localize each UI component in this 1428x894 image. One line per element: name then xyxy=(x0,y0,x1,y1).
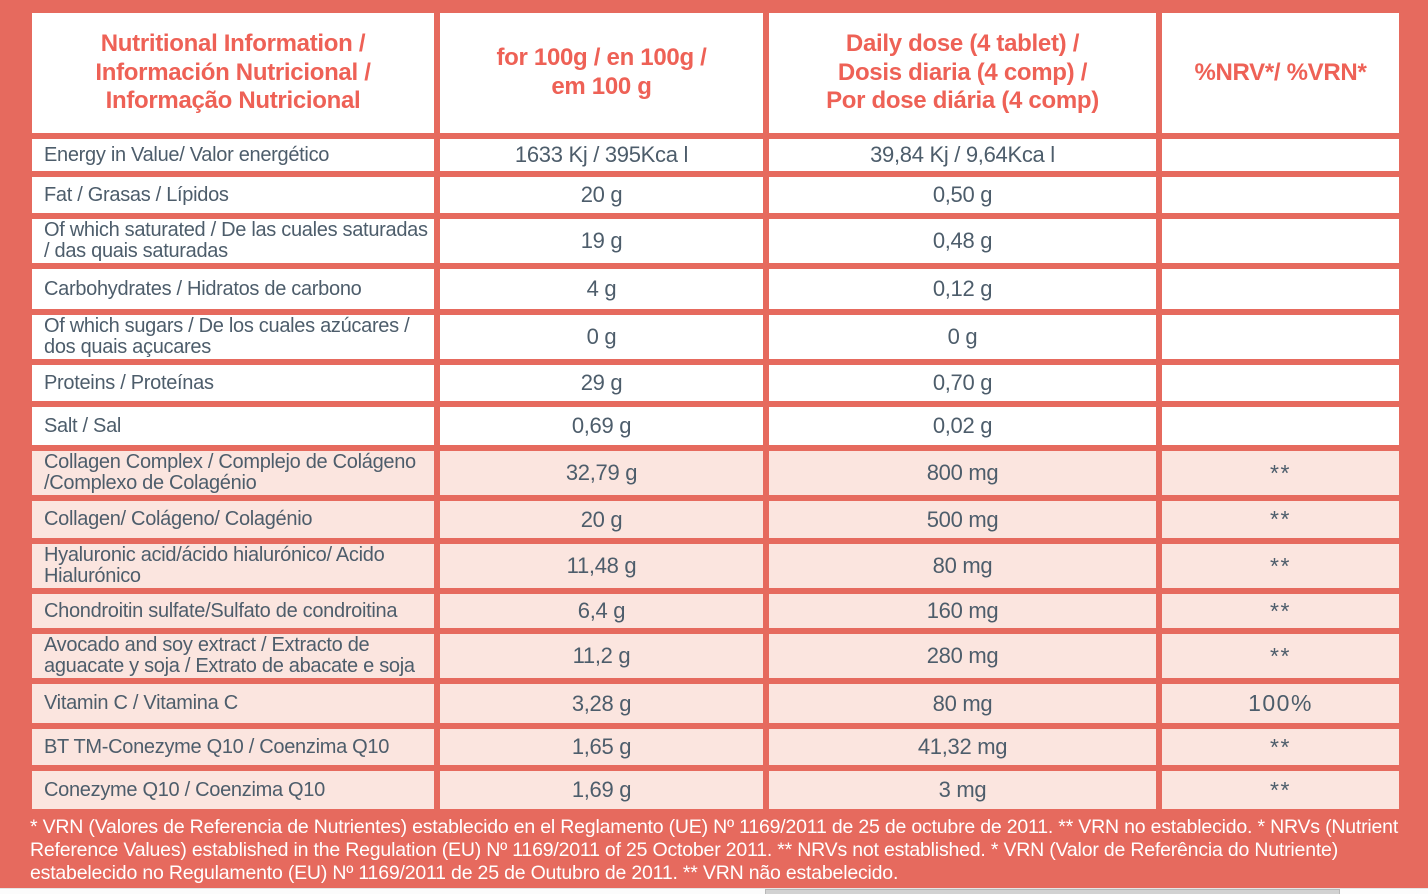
daily-dose-cell: 39,84 Kj / 9,64Kca l xyxy=(769,139,1156,171)
daily-dose-cell: 41,32 mg xyxy=(769,729,1156,765)
nrv-cell xyxy=(1162,219,1399,263)
nrv-cell: ** xyxy=(1162,501,1399,538)
daily-dose-cell: 80 mg xyxy=(769,544,1156,588)
per-100g-cell: 1,65 g xyxy=(440,729,763,765)
nrv-cell xyxy=(1162,177,1399,213)
nutrient-label-cell: Fat / Grasas / Lípidos xyxy=(32,177,434,213)
table-row: Energy in Value/ Valor energético 1633 K… xyxy=(32,139,1399,171)
table-row: Of which sugars / De los cuales azúcares… xyxy=(32,315,1399,359)
daily-dose-cell: 0,50 g xyxy=(769,177,1156,213)
nrv-cell xyxy=(1162,407,1399,445)
table-row: Collagen Complex / Complejo de Colágeno … xyxy=(32,451,1399,495)
daily-dose-cell: 80 mg xyxy=(769,684,1156,723)
nrv-cell: ** xyxy=(1162,594,1399,628)
nutrient-label-cell: Avocado and soy extract / Extracto de ag… xyxy=(32,634,434,678)
table-row: Of which saturated / De las cuales satur… xyxy=(32,219,1399,263)
nutrient-label-cell: Collagen Complex / Complejo de Colágeno … xyxy=(32,451,434,495)
nutrient-label-cell: Energy in Value/ Valor energético xyxy=(32,139,434,171)
table-row: Avocado and soy extract / Extracto de ag… xyxy=(32,634,1399,678)
per-100g-cell: 4 g xyxy=(440,269,763,309)
nrv-cell: 100% xyxy=(1162,684,1399,723)
table-row: Chondroitin sulfate/Sulfato de condroiti… xyxy=(32,594,1399,628)
daily-dose-cell: 0,70 g xyxy=(769,365,1156,401)
per-100g-cell: 6,4 g xyxy=(440,594,763,628)
nutrient-label-cell: Hyaluronic acid/ácido hialurónico/ Acido… xyxy=(32,544,434,588)
nrv-footnote-text: * VRN (Valores de Referencia de Nutrient… xyxy=(30,816,1399,884)
per-100g-cell: 19 g xyxy=(440,219,763,263)
per-100g-cell: 11,2 g xyxy=(440,634,763,678)
table-row: Vitamin C / Vitamina C 3,28 g 80 mg 100% xyxy=(32,684,1399,723)
nutrition-table: Nutritional Information / Información Nu… xyxy=(26,7,1405,815)
nutrient-label-cell: Vitamin C / Vitamina C xyxy=(32,684,434,723)
nutrient-label-cell: Carbohydrates / Hidratos de carbono xyxy=(32,269,434,309)
per-100g-cell: 29 g xyxy=(440,365,763,401)
per-100g-cell: 1,69 g xyxy=(440,771,763,809)
daily-dose-cell: 280 mg xyxy=(769,634,1156,678)
table-row: Carbohydrates / Hidratos de carbono 4 g … xyxy=(32,269,1399,309)
nutrient-label-cell: Of which saturated / De las cuales satur… xyxy=(32,219,434,263)
header-nutritional-information: Nutritional Information / Información Nu… xyxy=(32,13,434,133)
daily-dose-cell: 0 g xyxy=(769,315,1156,359)
per-100g-cell: 0 g xyxy=(440,315,763,359)
nrv-cell: ** xyxy=(1162,771,1399,809)
nrv-cell xyxy=(1162,139,1399,171)
nrv-cell xyxy=(1162,365,1399,401)
daily-dose-cell: 800 mg xyxy=(769,451,1156,495)
per-100g-cell: 3,28 g xyxy=(440,684,763,723)
nrv-cell: ** xyxy=(1162,729,1399,765)
per-100g-cell: 32,79 g xyxy=(440,451,763,495)
table-row: Conezyme Q10 / Coenzima Q10 1,69 g 3 mg … xyxy=(32,771,1399,809)
table-row: Hyaluronic acid/ácido hialurónico/ Acido… xyxy=(32,544,1399,588)
daily-dose-cell: 0,48 g xyxy=(769,219,1156,263)
nutrient-label-cell: Proteins / Proteínas xyxy=(32,365,434,401)
nutrition-table-container: Nutritional Information / Información Nu… xyxy=(26,7,1405,815)
table-row: Collagen/ Colágeno/ Colagénio 20 g 500 m… xyxy=(32,501,1399,538)
nrv-cell xyxy=(1162,315,1399,359)
daily-dose-cell: 0,12 g xyxy=(769,269,1156,309)
nutrient-label-cell: Conezyme Q10 / Coenzima Q10 xyxy=(32,771,434,809)
table-row: BT TM-Conezyme Q10 / Coenzima Q10 1,65 g… xyxy=(32,729,1399,765)
nrv-cell: ** xyxy=(1162,451,1399,495)
nutrient-label-cell: Chondroitin sulfate/Sulfato de condroiti… xyxy=(32,594,434,628)
daily-dose-cell: 160 mg xyxy=(769,594,1156,628)
nutrient-label-cell: Collagen/ Colágeno/ Colagénio xyxy=(32,501,434,538)
nrv-cell: ** xyxy=(1162,544,1399,588)
table-row: Fat / Grasas / Lípidos 20 g 0,50 g xyxy=(32,177,1399,213)
per-100g-cell: 20 g xyxy=(440,177,763,213)
nutrient-label-cell: Of which sugars / De los cuales azúcares… xyxy=(32,315,434,359)
header-per-100g: for 100g / en 100g / em 100 g xyxy=(440,13,763,133)
table-row: Salt / Sal 0,69 g 0,02 g xyxy=(32,407,1399,445)
per-100g-cell: 11,48 g xyxy=(440,544,763,588)
nrv-cell xyxy=(1162,269,1399,309)
nrv-cell: ** xyxy=(1162,634,1399,678)
table-header-row: Nutritional Information / Información Nu… xyxy=(32,13,1399,133)
horizontal-scrollbar-thumb[interactable] xyxy=(765,889,1340,894)
table-row: Proteins / Proteínas 29 g 0,70 g xyxy=(32,365,1399,401)
per-100g-cell: 0,69 g xyxy=(440,407,763,445)
daily-dose-cell: 500 mg xyxy=(769,501,1156,538)
header-nrv-percent: %NRV*/ %VRN* xyxy=(1162,13,1399,133)
horizontal-scrollbar[interactable] xyxy=(0,888,1428,894)
nutrient-label-cell: Salt / Sal xyxy=(32,407,434,445)
daily-dose-cell: 3 mg xyxy=(769,771,1156,809)
nutrient-label-cell: BT TM-Conezyme Q10 / Coenzima Q10 xyxy=(32,729,434,765)
header-daily-dose: Daily dose (4 tablet) / Dosis diaria (4 … xyxy=(769,13,1156,133)
daily-dose-cell: 0,02 g xyxy=(769,407,1156,445)
per-100g-cell: 1633 Kj / 395Kca l xyxy=(440,139,763,171)
per-100g-cell: 20 g xyxy=(440,501,763,538)
